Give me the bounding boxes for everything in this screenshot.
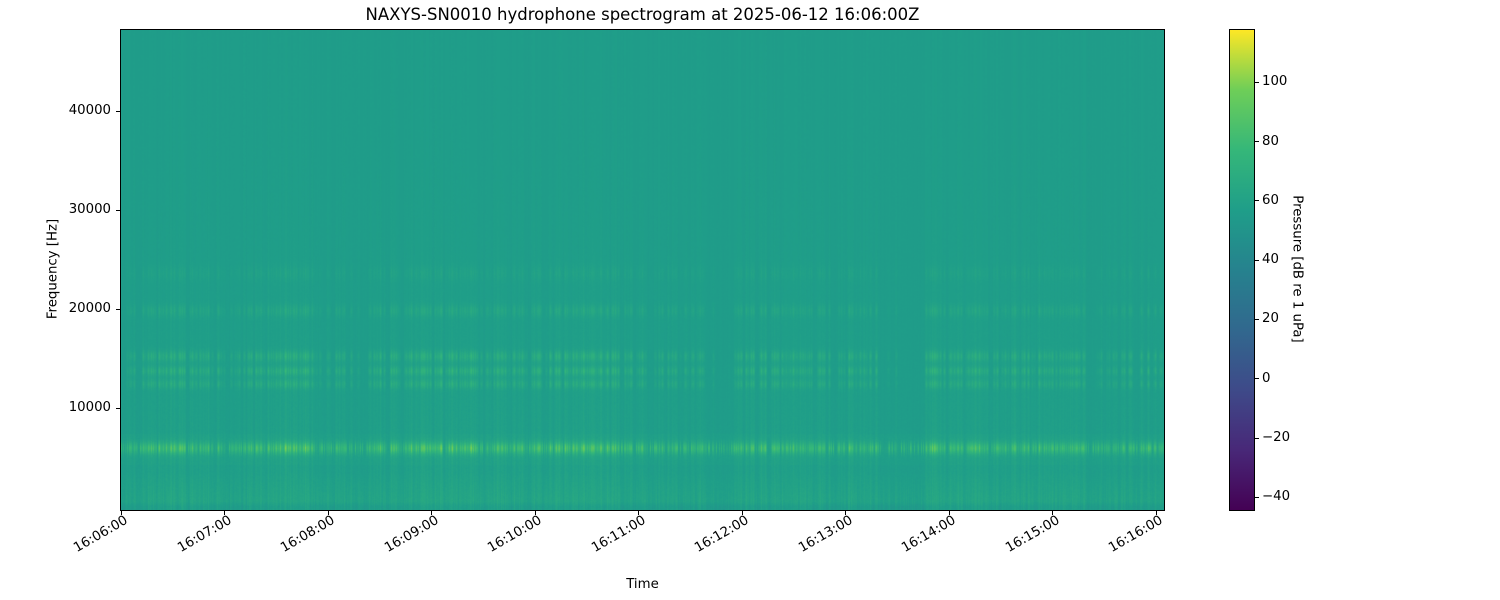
x-tick-mark	[845, 511, 846, 515]
spectrogram-canvas	[121, 30, 1164, 510]
x-tick-label: 16:10:00	[485, 513, 545, 556]
colorbar-tick-mark	[1255, 318, 1259, 320]
y-tick-label: 20000	[68, 301, 111, 316]
colorbar-gradient	[1230, 30, 1254, 510]
colorbar-tick-label: 0	[1262, 370, 1271, 386]
colorbar-tick-label: 20	[1262, 311, 1279, 327]
colorbar-tick-mark	[1255, 81, 1259, 83]
x-tick-mark	[948, 511, 950, 515]
colorbar-tick-label: −40	[1262, 489, 1291, 505]
y-tick-mark	[116, 209, 120, 211]
colorbar-label: Pressure [dB re 1 uPa]	[1289, 195, 1305, 343]
colorbar-tick-mark	[1255, 259, 1259, 261]
x-tick-label: 16:06:00	[71, 513, 131, 556]
x-tick-mark	[224, 511, 225, 515]
x-tick-mark	[120, 511, 122, 515]
colorbar-tick-mark	[1255, 141, 1259, 143]
colorbar-tick-label: 80	[1262, 133, 1279, 149]
x-tick-label: 16:14:00	[899, 513, 959, 556]
colorbar-tick-label: 40	[1262, 252, 1279, 268]
colorbar	[1229, 29, 1255, 511]
x-tick-mark	[534, 511, 536, 515]
x-tick-label: 16:09:00	[381, 513, 441, 556]
colorbar-tick-mark	[1255, 378, 1259, 380]
y-tick-mark	[116, 308, 120, 310]
y-tick-label: 30000	[68, 202, 111, 217]
colorbar-tick-mark	[1255, 437, 1259, 439]
x-tick-mark	[741, 511, 743, 515]
y-tick-label: 40000	[68, 103, 111, 118]
x-tick-label: 16:08:00	[278, 513, 338, 556]
x-tick-label: 16:12:00	[692, 513, 752, 556]
x-axis-label: Time	[626, 577, 659, 592]
x-tick-mark	[638, 511, 639, 515]
y-tick-label: 10000	[68, 400, 111, 415]
y-tick-mark	[116, 407, 120, 409]
y-tick-mark	[116, 110, 120, 112]
x-tick-mark	[1052, 511, 1053, 515]
x-tick-label: 16:16:00	[1106, 513, 1166, 556]
colorbar-tick-mark	[1255, 496, 1259, 498]
x-tick-label: 16:11:00	[588, 513, 648, 556]
colorbar-tick-mark	[1255, 200, 1259, 202]
x-tick-label: 16:15:00	[1002, 513, 1062, 556]
x-tick-mark	[1155, 511, 1157, 515]
chart-title: NAXYS-SN0010 hydrophone spectrogram at 2…	[365, 5, 920, 24]
x-tick-label: 16:13:00	[795, 513, 855, 556]
colorbar-tick-label: −20	[1262, 430, 1291, 445]
plot-area	[120, 29, 1165, 511]
colorbar-tick-label: 60	[1262, 192, 1279, 208]
x-tick-label: 16:07:00	[174, 513, 234, 556]
x-tick-mark	[327, 511, 329, 515]
x-tick-mark	[431, 511, 432, 515]
colorbar-tick-label: 100	[1262, 74, 1288, 90]
